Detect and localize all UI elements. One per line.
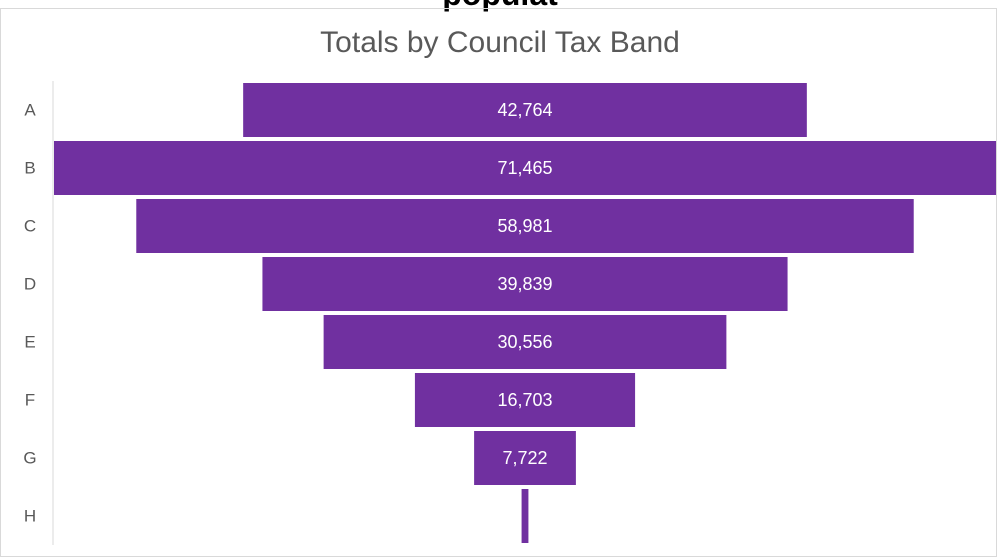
clipped-heading-text: populat <box>0 0 1000 13</box>
funnel-bar-d <box>262 257 788 311</box>
chart-frame <box>0 8 997 557</box>
category-label-b: B <box>24 159 35 178</box>
data-label-g: 7,722 <box>502 448 547 468</box>
data-label-f: 16,703 <box>497 390 552 410</box>
data-label-d: 39,839 <box>497 274 552 294</box>
funnel-bar-h <box>521 489 529 543</box>
data-label-b: 71,465 <box>497 158 552 178</box>
category-label-e: E <box>24 333 35 352</box>
category-label-f: F <box>25 391 35 410</box>
funnel-bar-f <box>414 373 636 427</box>
funnel-bar-c <box>136 199 914 253</box>
funnel-bar-b <box>54 141 996 195</box>
category-label-c: C <box>24 217 36 236</box>
data-label-c: 58,981 <box>497 216 552 236</box>
category-label-h: H <box>24 507 36 526</box>
data-label-e: 30,556 <box>497 332 552 352</box>
category-label-a: A <box>24 101 36 120</box>
category-label-g: G <box>23 449 36 468</box>
category-label-d: D <box>24 275 36 294</box>
data-label-a: 42,764 <box>497 100 552 120</box>
funnel-bar-g <box>474 431 576 485</box>
funnel-bar-e <box>323 315 727 369</box>
chart-title: Totals by Council Tax Band <box>320 26 680 59</box>
funnel-bar-a <box>243 83 807 137</box>
